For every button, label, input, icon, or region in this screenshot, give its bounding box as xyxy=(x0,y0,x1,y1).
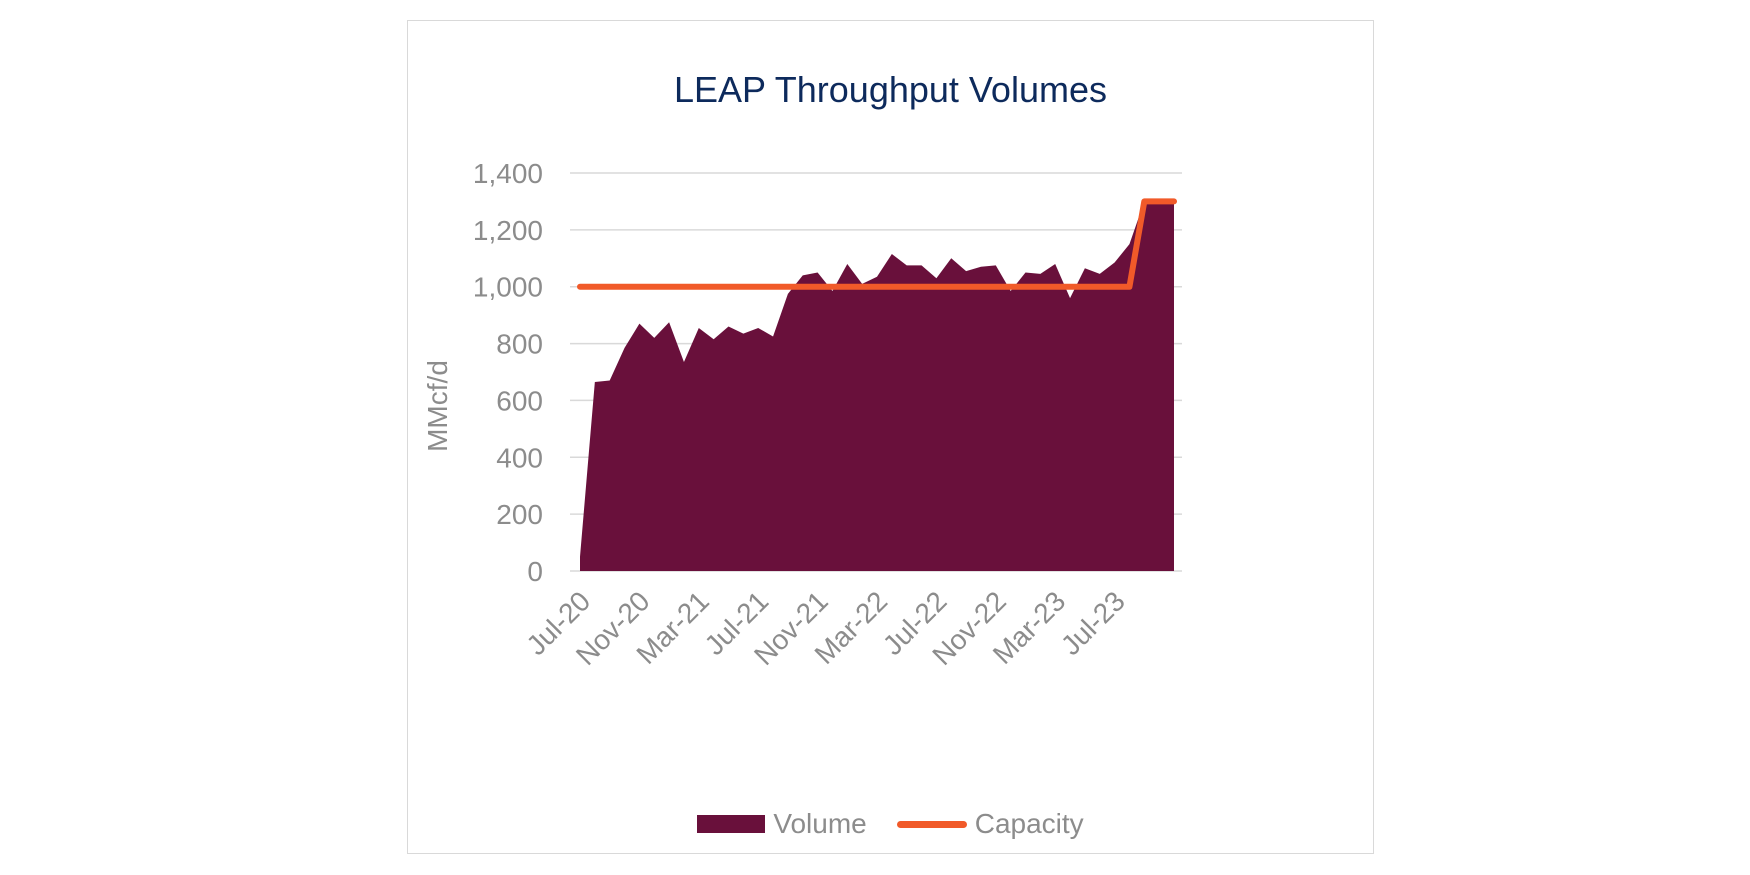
capacity-swatch xyxy=(896,820,967,828)
x-tick-labels: Jul-20Nov-20Mar-21Jul-21Nov-21Mar-22Jul-… xyxy=(520,585,1130,671)
y-tick-label: 0 xyxy=(527,556,543,587)
legend-label-capacity: Capacity xyxy=(974,808,1084,839)
y-tick-label: 400 xyxy=(496,442,543,473)
volume-area-layer xyxy=(580,201,1174,571)
legend-label-volume: Volume xyxy=(773,808,867,839)
y-tick-label: 200 xyxy=(496,499,543,530)
x-tick-label: Jul-23 xyxy=(1055,585,1131,661)
y-tick-label: 800 xyxy=(496,329,543,360)
capacity-line xyxy=(577,198,1177,290)
chart-title: LEAP Throughput Volumes xyxy=(674,69,1107,110)
y-axis-title: MMcf/d xyxy=(422,360,453,452)
volume-swatch xyxy=(697,815,766,833)
y-tick-labels: 0 200 400 600 800 1,000 1,200 1,400 xyxy=(473,158,543,587)
y-tick-label: 1,000 xyxy=(473,272,543,303)
y-tick-label: 1,200 xyxy=(473,215,543,246)
chart-svg: 0 200 400 600 800 1,000 1,200 1,400 Jul-20Nov-2… xyxy=(422,158,1182,671)
y-tick-label: 600 xyxy=(496,385,543,416)
legend: Volume Capacity xyxy=(408,806,1373,842)
legend-item-volume: Volume xyxy=(697,808,867,840)
capacity-line-layer xyxy=(577,198,1177,290)
volume-area xyxy=(580,201,1174,571)
legend-item-capacity: Capacity xyxy=(896,808,1084,840)
y-tick-label: 1,400 xyxy=(473,158,543,189)
chart-frame: LEAP Throughput Volumes 0 200 400 600 800 1,0… xyxy=(407,20,1374,854)
